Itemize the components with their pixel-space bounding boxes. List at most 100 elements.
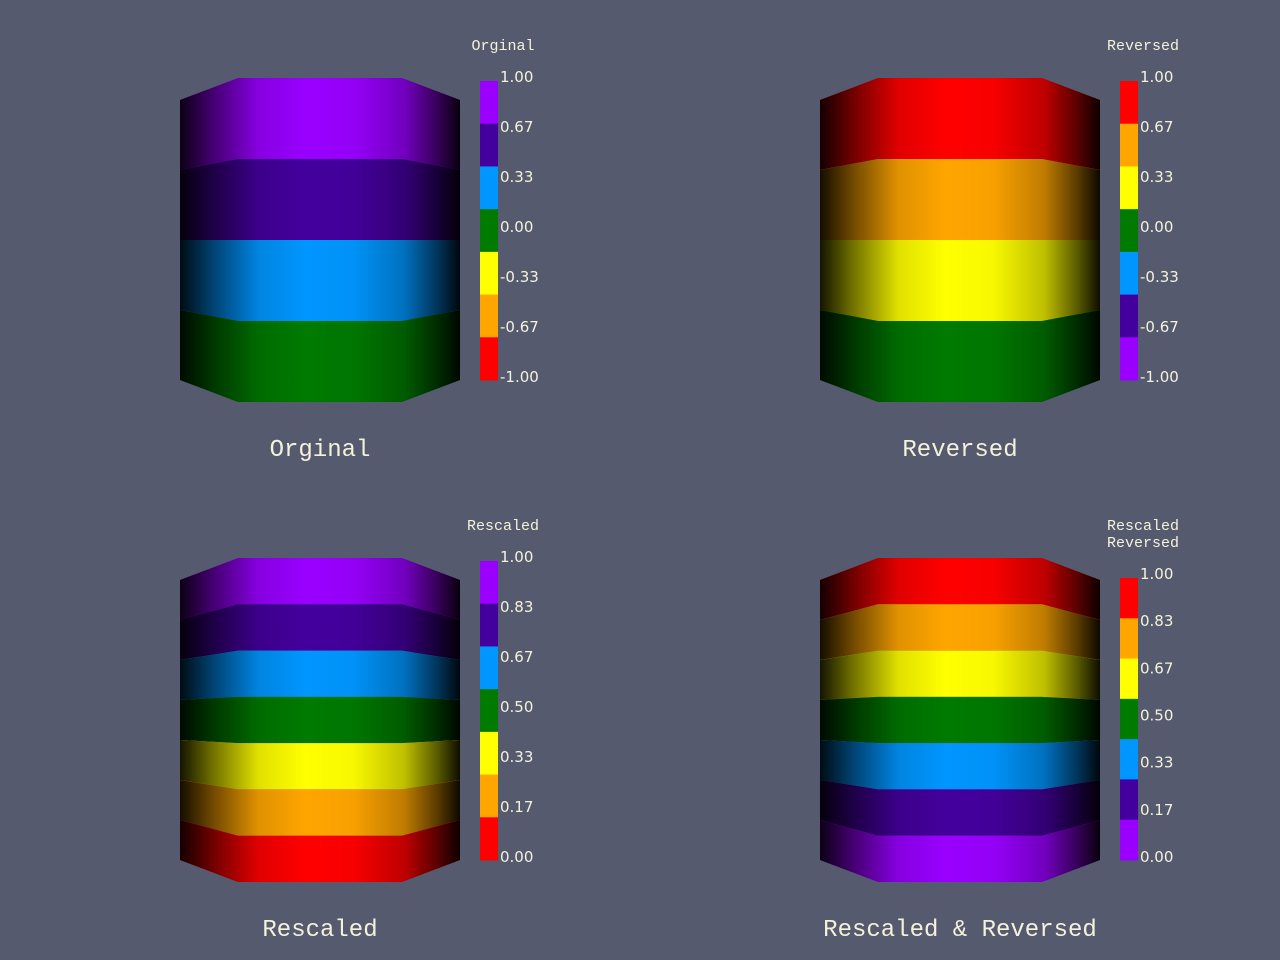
colorbar-swatch [1120, 578, 1138, 619]
cylinder-band-shading [180, 740, 460, 790]
colorbar-tick-label: 0.50 [1140, 707, 1173, 725]
cylinder-band-shading [820, 650, 1100, 700]
colorbar-title-line-1: Rescaled [1107, 518, 1179, 535]
colorbar-tick-label: 0.83 [1140, 612, 1173, 630]
colorbar-title: Reversed [1107, 38, 1179, 55]
colorbar-tick-label: 0.00 [1140, 848, 1173, 866]
colorbar-swatch [480, 603, 498, 647]
panel-orginal: 1.000.670.330.00-0.33-0.67-1.00 Orginal … [180, 38, 539, 464]
colorbar-swatch [480, 774, 498, 818]
colorbar-swatch [480, 561, 498, 605]
panel-reversed: 1.00 0.67 0.33 0.00 -0.33 -0.67 -1.00 Reversed… [820, 38, 1179, 464]
colorbar-tick-label: -0.33 [500, 268, 539, 286]
colorbar-swatch [1120, 294, 1138, 338]
colorbar-rescaled-reversed: 1.00 0.83 0.67 0.50 0.33 0.17 0.00 [1120, 565, 1173, 866]
colorbar-swatch [1120, 209, 1138, 253]
cylinder-band-shading [180, 820, 460, 882]
colorbar-tick-label: 0.67 [1140, 118, 1173, 136]
colorbar-swatch [480, 294, 498, 338]
cylinder-reversed[interactable] [820, 78, 1100, 402]
colorbar-tick-label: -0.67 [1140, 318, 1179, 336]
cylinder-band-shading [820, 159, 1100, 240]
colorbar-tick-label: 0.67 [1140, 659, 1173, 677]
cylinder-band-shading [180, 604, 460, 660]
colorbar-tick-label: 0.33 [500, 748, 533, 766]
colorbar-tick-label: -0.33 [1140, 268, 1179, 286]
colorbar-swatch [1120, 166, 1138, 210]
colorbar-tick-label: 1.00 [500, 68, 533, 86]
colorbar-swatch [480, 123, 498, 167]
colorbar-orginal: 1.00 0.67 0.33 0.00 -0.33 -0.67 -1.00 [480, 68, 539, 386]
colorbar-tick-label: 0.00 [500, 218, 533, 236]
colorbar-tick-label: 0.17 [500, 798, 533, 816]
colorbar-swatch [1120, 658, 1138, 700]
colorbar-tick-label: 0.00 [500, 848, 533, 866]
colorbar-tick-label: 0.67 [500, 648, 533, 666]
cylinder-band-shading [820, 310, 1100, 402]
cylinder-orginal[interactable] [180, 78, 460, 402]
cylinder-band-shading [180, 159, 460, 240]
colorbar-swatch [480, 251, 498, 296]
colorbar-tick-label: 0.17 [1140, 801, 1173, 819]
colorbar-swatch [480, 337, 498, 381]
cylinder-band-shading [180, 240, 460, 321]
colorbar-tick-label: 0.50 [500, 698, 533, 716]
colorbar-swatch [1120, 123, 1138, 167]
cylinder-band-shading [180, 310, 460, 402]
panel-caption: Orginal [270, 437, 371, 464]
colorbar-swatch [480, 731, 498, 776]
colorbar-title: Orginal [471, 38, 534, 55]
colorbar-swatch [1120, 251, 1138, 296]
cylinder-band-shading [180, 780, 460, 836]
cylinder-band-shading [820, 820, 1100, 882]
colorbar-tick-label: 0.00 [1140, 218, 1173, 236]
cylinder-band-shading [820, 780, 1100, 836]
colorbar-rescaled: 1.00 0.83 0.67 0.50 0.33 0.17 0.00 [480, 548, 533, 866]
cylinder-band-shading [820, 604, 1100, 660]
cylinder-rescaled-reversed[interactable] [820, 558, 1100, 882]
cylinder-band-shading [180, 650, 460, 700]
colorbar-tick-label: 1.00 [500, 548, 533, 566]
colorbar-swatch [480, 689, 498, 733]
colorbar-swatch [1120, 698, 1138, 740]
colorbar-tick-label: 0.33 [1140, 754, 1173, 772]
colorbar-tick-label: 1.00 [1140, 68, 1173, 86]
colorbar-title-line-2: Reversed [1107, 535, 1179, 552]
colorbar-tick-label: 0.33 [500, 168, 533, 186]
panel-caption: Reversed [902, 437, 1017, 464]
panel-caption: Rescaled & Reversed [823, 917, 1097, 944]
panel-rescaled: 1.00 0.83 0.67 0.50 0.33 0.17 0.00 Rescaled Re… [180, 518, 539, 944]
cylinder-band-shading [820, 740, 1100, 790]
colorbar-swatch [1120, 337, 1138, 381]
colorbar-swatch [1120, 779, 1138, 821]
colorbar-tick-label: -1.00 [1140, 368, 1179, 386]
colorbar-swatch [480, 646, 498, 690]
colorbar-tick-label: 0.67 [500, 118, 533, 136]
colorbar-swatch [480, 81, 498, 125]
colorbar-tick-label: 0.83 [500, 598, 533, 616]
colorbar-swatch [1120, 739, 1138, 780]
colorbar-swatch [1120, 81, 1138, 125]
colorbar-reversed: 1.00 0.67 0.33 0.00 -0.33 -0.67 -1.00 [1120, 68, 1179, 386]
cylinder-band-shading [180, 696, 460, 744]
cylinder-band-shading [820, 696, 1100, 744]
colorbar-tick-label: -1.00 [500, 368, 539, 386]
colorbar-swatch [1120, 819, 1138, 861]
colorbar-title: Rescaled [467, 518, 539, 535]
panel-caption: Rescaled [262, 917, 377, 944]
colorbar-tick-label: 1.00 [1140, 565, 1173, 583]
colorbar-swatch [480, 817, 498, 861]
cylinder-band-shading [820, 558, 1100, 620]
colorbar-swatch [1120, 618, 1138, 660]
cylinder-rescaled[interactable] [180, 558, 460, 882]
cylinder-band-shading [820, 240, 1100, 321]
cylinder-band-shading [180, 558, 460, 620]
cylinder-band-shading [180, 78, 460, 170]
cylinder-band-shading [820, 78, 1100, 170]
colorbar-swatch [480, 166, 498, 210]
colorbar-tick-label: 0.33 [1140, 168, 1173, 186]
colorbar-swatch [480, 209, 498, 253]
colorbar-tick-label: -0.67 [500, 318, 539, 336]
